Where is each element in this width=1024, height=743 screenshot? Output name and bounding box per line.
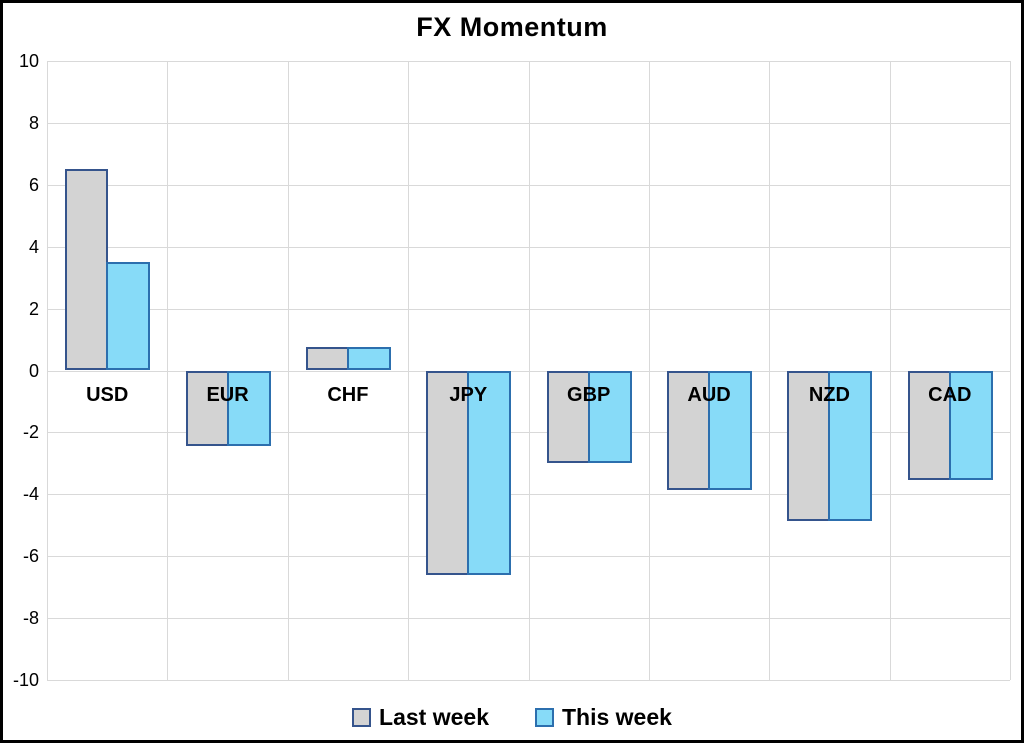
bar-this-week-aud <box>708 370 753 490</box>
gridline-vertical <box>528 61 530 680</box>
y-tick-label: 4 <box>28 236 39 257</box>
gridline-vertical <box>889 61 891 680</box>
category-label-aud: AUD <box>687 383 731 406</box>
gridline-vertical <box>47 61 48 680</box>
legend-swatch-last-week <box>352 708 372 727</box>
y-tick-label: 8 <box>28 112 39 133</box>
category-label-gbp: GBP <box>567 383 611 406</box>
y-tick-label: 2 <box>28 298 39 319</box>
y-tick-label: 0 <box>28 360 39 381</box>
bar-this-week-gbp <box>587 370 632 464</box>
y-tick-label: -10 <box>12 670 39 690</box>
legend-label-this-week: This week <box>562 704 672 730</box>
bar-this-week-eur <box>226 370 271 447</box>
bar-last-week-usd <box>65 169 109 371</box>
bar-this-week-usd <box>106 262 151 371</box>
y-tick-label: -8 <box>22 608 39 629</box>
y-tick-label: -6 <box>22 546 39 567</box>
bar-this-week-nzd <box>828 370 873 521</box>
bar-this-week-cad <box>948 370 993 481</box>
bar-last-week-nzd <box>787 370 831 521</box>
category-label-eur: EUR <box>206 383 249 406</box>
bar-last-week-chf <box>305 347 349 371</box>
bar-this-week-jpy <box>467 370 512 575</box>
legend-label-last-week: Last week <box>379 704 489 730</box>
bar-last-week-aud <box>667 370 711 490</box>
plot-area: USD EUR CHF JPY GBP AUD NZD CAD <box>47 61 1011 681</box>
bar-last-week-eur <box>185 370 229 447</box>
chart-title: FX Momentum <box>416 12 608 42</box>
legend: Last week This week <box>3 704 1021 731</box>
category-label-jpy: JPY <box>449 383 488 406</box>
gridline-vertical <box>1010 61 1011 680</box>
y-tick-label: 10 <box>18 51 39 71</box>
gridline-vertical <box>408 61 410 680</box>
bar-this-week-chf <box>346 347 391 371</box>
gridline-vertical <box>769 61 771 680</box>
category-label-chf: CHF <box>327 383 369 406</box>
legend-swatch-this-week <box>535 708 554 727</box>
bar-last-week-jpy <box>426 370 470 575</box>
gridline-horizontal <box>47 680 1010 681</box>
gridline-vertical <box>648 61 650 680</box>
gridline-vertical <box>167 61 169 680</box>
legend-item-this-week: This week <box>535 704 672 731</box>
category-label-cad: CAD <box>928 383 972 406</box>
y-tick-label: -2 <box>22 422 39 443</box>
y-tick-label: 6 <box>28 174 39 195</box>
category-label-nzd: NZD <box>808 383 850 406</box>
y-tick-label: -4 <box>22 484 39 505</box>
gridline-vertical <box>287 61 289 680</box>
legend-item-last-week: Last week <box>352 704 489 731</box>
category-label-usd: USD <box>86 383 129 406</box>
